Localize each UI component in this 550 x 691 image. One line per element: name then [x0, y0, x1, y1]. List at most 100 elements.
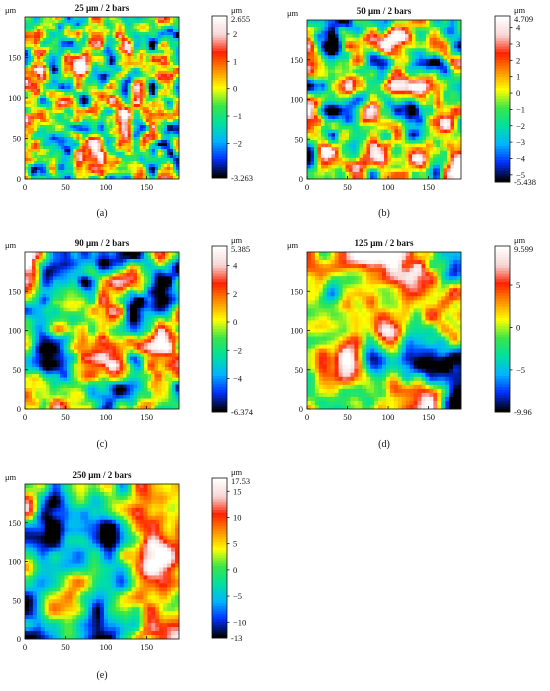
heatmap-cell — [85, 29, 88, 32]
heatmap-cell — [73, 131, 76, 134]
y-tick-label: 0 — [299, 174, 303, 184]
heatmap-cell — [34, 32, 37, 35]
heatmap-cell — [146, 80, 149, 83]
heatmap-cell — [377, 168, 381, 172]
heatmap-cell — [146, 35, 149, 38]
colorbar-max-label: 2.655 — [231, 14, 250, 24]
heatmap-cell — [314, 55, 318, 59]
heatmap-cell — [79, 104, 82, 107]
heatmap-cell — [377, 119, 381, 123]
heatmap-cell — [99, 252, 103, 256]
heatmap-cell — [447, 133, 451, 137]
heatmap-cell — [374, 112, 378, 116]
heatmap-cell — [155, 161, 158, 164]
heatmap-cell — [34, 173, 37, 176]
heatmap-cell — [85, 137, 88, 140]
heatmap-cell — [25, 255, 29, 259]
heatmap-cell — [34, 95, 37, 98]
heatmap-cell — [356, 27, 360, 31]
heatmap-cell — [384, 122, 388, 126]
heatmap-cell — [314, 130, 318, 134]
heatmap-cell — [134, 119, 137, 122]
heatmap-cell — [363, 80, 367, 84]
heatmap-cell — [70, 59, 73, 62]
heatmap-cell — [447, 126, 451, 130]
heatmap-cell — [91, 149, 94, 152]
heatmap-cell — [43, 98, 46, 101]
heatmap-cell — [43, 65, 46, 68]
heatmap-cell — [64, 77, 67, 80]
heatmap-cell — [137, 110, 140, 113]
heatmap-cell — [374, 73, 378, 77]
heatmap-cell — [325, 147, 329, 151]
heatmap-cell — [332, 115, 336, 119]
heatmap-cell — [339, 66, 343, 70]
heatmap-cell — [164, 71, 167, 74]
heatmap-cell — [430, 94, 434, 98]
heatmap-cell — [31, 86, 34, 89]
heatmap-cell — [155, 167, 158, 170]
heatmap-cell — [454, 108, 458, 112]
heatmap-cell — [430, 45, 434, 49]
heatmap-cell — [311, 73, 315, 77]
heatmap-cell — [419, 147, 423, 151]
colorbar-segment — [212, 86, 227, 89]
heatmap-cell — [454, 87, 458, 91]
heatmap-cell — [416, 161, 420, 165]
heatmap-cell — [140, 59, 143, 62]
heatmap-cell — [346, 27, 350, 31]
heatmap-cell — [116, 53, 119, 56]
heatmap-cell — [122, 50, 125, 53]
heatmap-cell — [146, 107, 149, 110]
heatmap-cell — [58, 149, 61, 152]
heatmap-cell — [70, 23, 73, 26]
heatmap-cell — [25, 89, 28, 92]
heatmap-cell — [349, 115, 353, 119]
heatmap-cell — [43, 155, 46, 158]
heatmap-cell — [94, 35, 97, 38]
heatmap-cell — [367, 31, 371, 35]
heatmap-cell — [388, 165, 392, 169]
colorbar-segment — [495, 124, 510, 127]
colorbar-tick-label: −2 — [516, 121, 525, 131]
heatmap-cell — [31, 77, 34, 80]
heatmap-cell — [137, 173, 140, 176]
heatmap-cell — [73, 50, 76, 53]
heatmap-cell — [335, 84, 339, 88]
heatmap-cell — [43, 62, 46, 65]
heatmap-cell — [161, 125, 164, 128]
heatmap-cell — [152, 122, 155, 125]
heatmap-cell — [444, 45, 448, 49]
heatmap-cell — [85, 86, 88, 89]
heatmap-cell — [40, 68, 43, 71]
heatmap-cell — [46, 255, 50, 259]
heatmap-cell — [161, 44, 164, 47]
x-tick-label: 0 — [305, 182, 309, 192]
heatmap-cell — [426, 80, 430, 84]
heatmap-cell — [332, 105, 336, 109]
heatmap-cell — [49, 164, 52, 167]
heatmap-cell — [76, 170, 79, 173]
heatmap-cell — [423, 38, 427, 42]
heatmap-cell — [67, 77, 70, 80]
heatmap-cell — [134, 107, 137, 110]
heatmap-cell — [167, 74, 170, 77]
heatmap-cell — [356, 41, 360, 45]
heatmap-cell — [409, 151, 413, 155]
heatmap-cell — [416, 158, 420, 162]
heatmap-cell — [430, 48, 434, 52]
heatmap-cell — [25, 134, 28, 137]
heatmap-cell — [37, 131, 40, 134]
heatmap-cell — [134, 158, 137, 161]
heatmap-cell — [94, 47, 97, 50]
heatmap-cell — [398, 144, 402, 148]
heatmap-cell — [46, 101, 49, 104]
heatmap-cell — [85, 59, 88, 62]
heatmap-cell — [419, 62, 423, 66]
heatmap-cell — [58, 143, 61, 146]
heatmap-cell — [85, 134, 88, 137]
heatmap-cell — [164, 167, 167, 170]
heatmap-cell — [321, 108, 325, 112]
heatmap-cell — [321, 119, 325, 123]
heatmap-cell — [405, 140, 409, 144]
